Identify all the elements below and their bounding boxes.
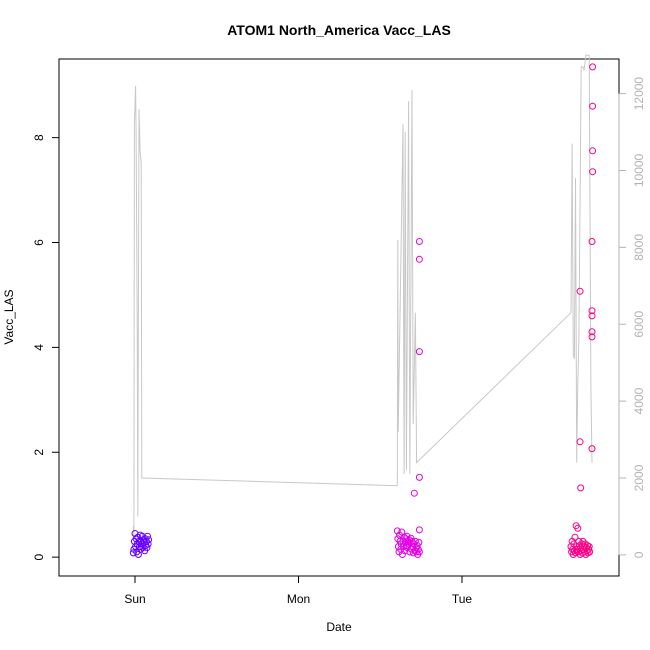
secondary-series-line — [132, 54, 593, 536]
data-point — [415, 538, 423, 546]
secondary-line-series — [132, 54, 593, 536]
data-point — [415, 526, 423, 534]
y2-tick-label: 0 — [632, 551, 646, 558]
data-point — [407, 534, 415, 542]
x-tick-label: Sun — [124, 592, 145, 606]
data-point — [588, 307, 596, 315]
data-point — [571, 533, 579, 541]
y2-tick-label: 12000 — [632, 77, 646, 111]
data-point — [576, 287, 584, 295]
data-point — [415, 238, 423, 245]
y2-tick-label: 8000 — [632, 234, 646, 261]
y2-tick-label: 6000 — [632, 311, 646, 338]
data-point — [410, 489, 418, 497]
y2-tick-label: 10000 — [632, 153, 646, 187]
data-point — [588, 445, 596, 453]
data-point — [589, 102, 597, 110]
data-point — [137, 545, 145, 553]
data-point — [393, 527, 401, 535]
y-axis-label: Vacc_LAS — [2, 289, 16, 344]
x-axis-label: Date — [326, 620, 352, 634]
x-axis: Sun Mon Tue — [124, 575, 473, 606]
data-point — [589, 63, 597, 71]
y-axis-left: 0 2 4 6 8 — [32, 134, 60, 560]
data-point — [398, 551, 406, 558]
data-point — [574, 524, 582, 532]
data-point — [145, 536, 153, 544]
data-point — [415, 255, 423, 263]
data-point — [143, 544, 151, 552]
y-tick-label: 2 — [32, 449, 46, 456]
y-axis-right: 0 2000 4000 6000 8000 10000 12000 — [618, 77, 646, 558]
data-point — [577, 484, 585, 492]
data-point — [588, 328, 596, 336]
y-tick-label: 8 — [32, 134, 46, 141]
vacc-points-series — [129, 63, 597, 558]
data-point — [588, 312, 596, 320]
data-point — [144, 532, 151, 540]
x-tick-label: Tue — [452, 592, 473, 606]
data-point — [584, 542, 591, 550]
y-tick-label: 6 — [32, 239, 46, 246]
x-tick-label: Mon — [287, 592, 310, 606]
data-point — [415, 548, 423, 556]
data-point — [588, 238, 596, 245]
y2-tick-label: 4000 — [632, 387, 646, 414]
data-point — [585, 543, 593, 551]
data-point — [144, 540, 152, 548]
data-point — [589, 168, 597, 176]
y-tick-label: 0 — [32, 553, 46, 560]
data-point — [415, 348, 423, 356]
y2-tick-label: 2000 — [632, 464, 646, 491]
data-point — [586, 548, 594, 556]
chart-title: ATOM1 North_America Vacc_LAS — [227, 22, 451, 38]
data-point — [576, 438, 584, 446]
data-point — [134, 533, 142, 541]
data-point — [403, 532, 411, 540]
plot-frame — [58, 58, 620, 577]
data-point — [588, 333, 596, 341]
y-tick-label: 4 — [32, 344, 46, 351]
data-point — [589, 147, 597, 155]
data-point — [584, 549, 592, 557]
data-point — [415, 473, 423, 481]
